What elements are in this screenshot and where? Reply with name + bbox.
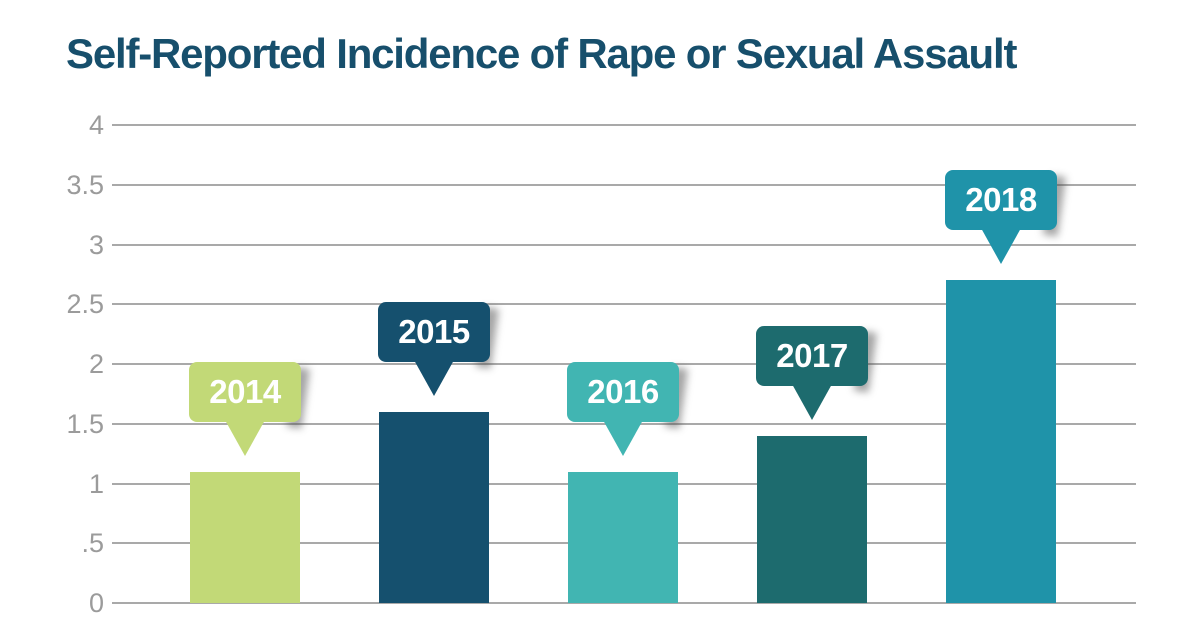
y-axis-tick-label-2: 2	[88, 349, 104, 379]
gridline-4	[112, 124, 1136, 126]
y-axis-tick-label-1.5: 1.5	[66, 408, 104, 439]
callout-pointer-icon	[414, 359, 454, 396]
gridline-0	[112, 602, 1136, 604]
y-axis-tick-label-0: 0	[88, 588, 104, 618]
bar-2014	[190, 471, 300, 603]
callout-pointer-icon	[225, 419, 265, 456]
bar-2015	[379, 411, 489, 603]
y-axis-tick-label-3: 3	[88, 229, 104, 260]
year-callout-2014: 2014	[189, 361, 310, 456]
y-axis-tick-label-1: 1	[88, 468, 104, 499]
year-label-2014: 2014	[189, 361, 301, 422]
gridline-2.5	[112, 303, 1136, 306]
year-callout-2016: 2016	[567, 361, 688, 456]
year-callout-2018: 2018	[945, 170, 1066, 265]
callout-pointer-icon	[981, 228, 1021, 265]
year-callout-2017: 2017	[756, 325, 877, 420]
year-label-2017: 2017	[756, 325, 868, 386]
year-callout-2015: 2015	[378, 301, 499, 396]
y-axis-tick-label-4: 4	[88, 110, 104, 140]
y-axis-tick-label-3.5: 3.5	[66, 169, 104, 200]
gridline-3.5	[112, 183, 1136, 186]
year-label-2016: 2016	[567, 361, 679, 422]
y-axis-tick-label-2.5: 2.5	[66, 289, 104, 320]
y-axis-tick-label-.5: .5	[81, 528, 104, 559]
gridline-3	[112, 243, 1136, 246]
year-label-2015: 2015	[378, 301, 490, 362]
bar-2016	[568, 471, 678, 603]
bar-2017	[757, 435, 867, 603]
callout-pointer-icon	[792, 383, 832, 420]
bar-2018	[946, 280, 1056, 603]
chart-title: Self-Reported Incidence of Rape or Sexua…	[66, 30, 1017, 77]
year-label-2018: 2018	[945, 170, 1057, 231]
callout-pointer-icon	[603, 419, 643, 456]
